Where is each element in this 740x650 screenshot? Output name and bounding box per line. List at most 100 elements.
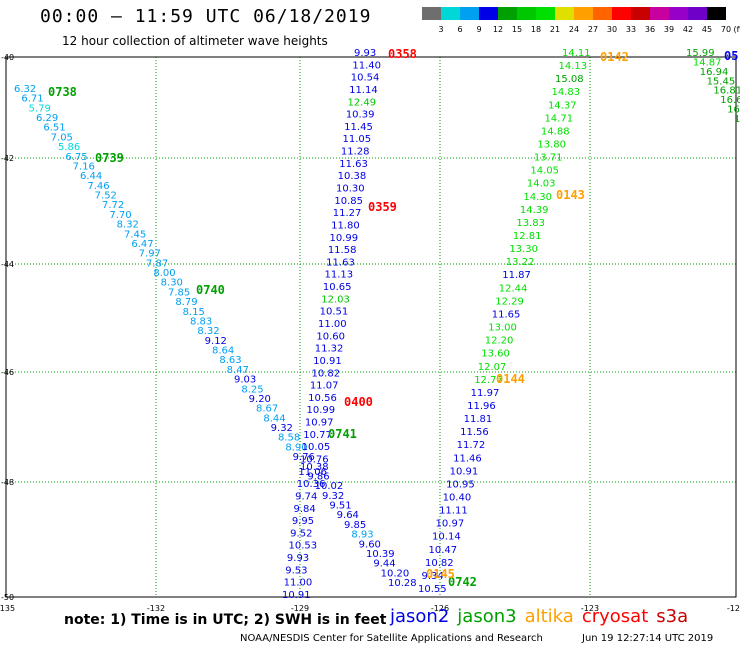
legend-altika: altika	[524, 606, 574, 627]
pass-time-label: 0359	[368, 200, 397, 214]
colorbar-swatch	[536, 7, 555, 20]
wave-height-value: 8.67	[256, 404, 278, 415]
wave-height-value: 14.05	[530, 166, 559, 177]
wave-height-value: 11.97	[471, 388, 500, 399]
colorbar-swatch	[460, 7, 479, 20]
wave-height-value: 11.81	[464, 414, 493, 425]
wave-height-value: 10.91	[313, 356, 342, 367]
wave-height-value: 7.87	[146, 258, 168, 269]
wave-height-value: 6.44	[80, 171, 102, 182]
wave-height-value: 5.86	[58, 142, 80, 153]
wave-height-value: 10.65	[323, 282, 352, 293]
wave-height-value: 8.44	[263, 413, 285, 424]
colorbar-label: 45	[702, 25, 712, 34]
wave-height-value: 14.88	[541, 126, 570, 137]
wave-height-value: 11.32	[315, 344, 344, 355]
pass-time-label: 0400	[344, 395, 373, 409]
legend-cryosat: cryosat	[581, 606, 649, 627]
wave-height-value: 9.76	[293, 452, 315, 463]
colorbar-label: 36	[645, 25, 655, 34]
wave-height-value: 10.82	[311, 368, 340, 379]
wave-height-value: 10.39	[366, 549, 395, 560]
wave-height-value: 11.45	[344, 122, 373, 133]
wave-height-value: 7.52	[95, 191, 117, 202]
wave-height-value: 10.36	[297, 479, 326, 490]
wave-height-value: 12.81	[513, 231, 542, 242]
wave-height-value: 12.29	[495, 296, 524, 307]
pass-time-label: 0741	[328, 427, 357, 441]
wave-height-value: 8.00	[153, 268, 175, 279]
wave-height-value: 10.14	[432, 532, 461, 543]
wave-height-value: 6.75	[65, 152, 87, 163]
wave-height-value: 9.64	[337, 510, 359, 521]
wave-height-value: 12.20	[485, 336, 514, 347]
colorbar-label: 39	[664, 25, 674, 34]
wave-height-value: 9.32	[271, 423, 293, 434]
wave-height-value: 11.00	[318, 319, 347, 330]
footer-credit: NOAA/NESDIS Center for Satellite Applica…	[240, 633, 543, 644]
wave-height-value: 7.46	[87, 181, 109, 192]
colorbar-label: 21	[550, 25, 560, 34]
wave-height-value: 8.32	[117, 220, 139, 231]
wave-height-value: 9.34	[422, 571, 444, 582]
colorbar-swatch	[669, 7, 688, 20]
wave-height-value: 9.20	[249, 394, 271, 405]
pass-time-label: 0358	[388, 47, 417, 61]
wave-height-value: 9.52	[290, 528, 312, 539]
wave-height-value: 8.64	[212, 346, 234, 357]
wave-height-value: 13.60	[481, 349, 510, 360]
wave-height-value: 10.91	[450, 466, 479, 477]
wave-height-value: 9.84	[293, 504, 315, 515]
wave-height-value: 15.99	[686, 48, 715, 59]
footer-timestamp: Jun 19 12:27:14 UTC 2019	[582, 633, 714, 644]
map-frame	[5, 56, 737, 598]
lon-label: -135	[0, 604, 15, 613]
wave-height-value: 13.71	[534, 153, 563, 164]
colorbar-label: 12	[493, 25, 503, 34]
lon-label: -126	[431, 604, 449, 613]
wave-height-value: 10.54	[351, 73, 380, 84]
legend-s3a: s3a	[656, 606, 689, 627]
wave-height-value: 11.40	[352, 60, 381, 71]
map-subtitle: 12 hour collection of altimeter wave hei…	[62, 34, 328, 48]
wave-height-value: 9.95	[292, 516, 314, 527]
wave-height-value: 8.83	[190, 316, 212, 327]
pass-time-label: 0739	[95, 151, 124, 165]
colorbar-label: 70	[721, 25, 731, 34]
colorbar-swatch	[631, 7, 650, 20]
pass-time-label: 0738	[48, 85, 77, 99]
wave-height-value: 13.22	[506, 257, 535, 268]
wave-height-value: 10.60	[316, 331, 345, 342]
wave-height-value: 8.58	[278, 433, 300, 444]
colorbar-label: 18	[531, 25, 541, 34]
wave-height-value: 10.55	[418, 584, 447, 595]
wave-height-value: 7.85	[168, 287, 190, 298]
colorbar-label: 30	[607, 25, 617, 34]
colorbar-swatch	[555, 7, 574, 20]
colorbar-label: 9	[476, 25, 481, 34]
wave-height-value: 9.60	[359, 539, 381, 550]
wave-height-value: 10.53	[289, 541, 318, 552]
wave-height-value: 5.79	[29, 103, 51, 114]
wave-height-value: 14.71	[544, 113, 573, 124]
lat-label: -46	[1, 368, 14, 377]
wave-height-value: 13.83	[516, 218, 545, 229]
wave-height-value: 9.44	[373, 559, 395, 570]
lon-label: -120	[727, 604, 740, 613]
wave-height-value: 9.03	[234, 375, 256, 386]
wave-height-value: 6.71	[21, 94, 43, 105]
wave-height-value: 7.45	[124, 229, 146, 240]
colorbar-swatch	[517, 7, 536, 20]
wave-height-value: 10.97	[305, 418, 334, 429]
wave-height-value: 11.07	[310, 381, 339, 392]
wave-height-value: 13.00	[488, 323, 517, 334]
note-text: note: 1) Time is in UTC; 2) SWH is in fe…	[64, 612, 387, 628]
legend-jason3: jason3	[457, 606, 517, 627]
pass-time-label: 0145	[426, 567, 455, 581]
colorbar-swatch	[593, 7, 612, 20]
colorbar-swatch	[498, 7, 517, 20]
satellite-legend: jason2 jason3 altika cryosat s3a	[390, 606, 696, 627]
wave-height-value: 15.08	[555, 74, 584, 85]
